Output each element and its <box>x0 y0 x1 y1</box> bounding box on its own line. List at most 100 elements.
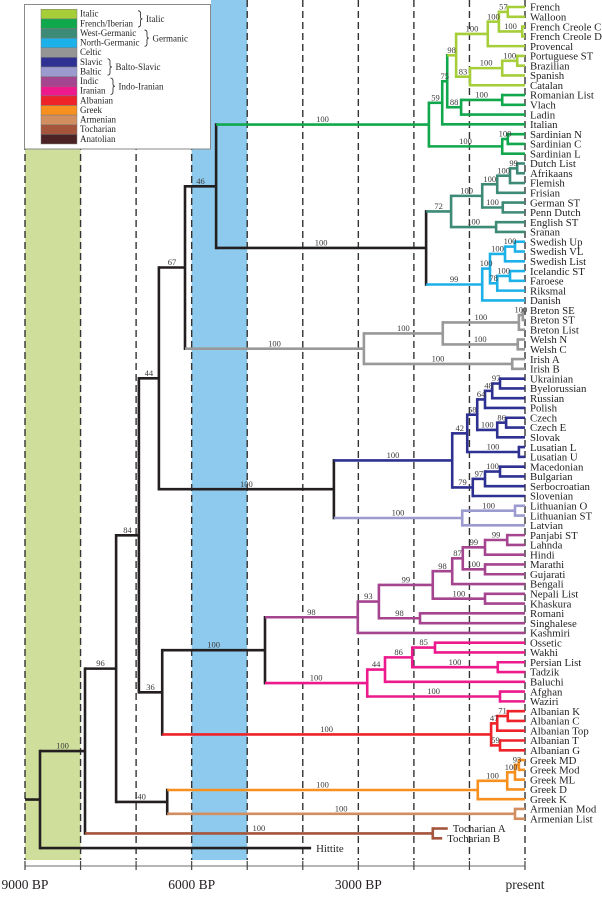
leaf-label: Persian List <box>530 657 581 669</box>
leaf-label: Latvian <box>530 520 564 532</box>
leaf-label: Ladin <box>530 109 556 121</box>
support-label: 86 <box>394 647 403 657</box>
legend-swatch <box>40 28 78 39</box>
support-label: 100 <box>486 461 499 471</box>
support-label: 99 <box>470 537 479 547</box>
support-label: 100 <box>253 823 266 833</box>
support-label: 100 <box>497 165 510 175</box>
support-label: 100 <box>497 266 510 276</box>
leaf-label: Sardinian N <box>530 129 582 141</box>
support-label: 100 <box>480 58 493 68</box>
axis-tick-label: 9000 BP <box>2 877 49 892</box>
legend-label: North-Germanic <box>80 38 139 48</box>
axis-tick-label: 6000 BP <box>168 877 215 892</box>
legend: ItalicFrench/IberianWest-GermanicNorth-G… <box>20 0 211 150</box>
leaf-label: Panjabi ST <box>530 530 578 542</box>
support-label: 100 <box>207 640 220 650</box>
legend-label: Iranian <box>80 86 106 96</box>
legend-groups: Italic Germanic Balto-Slavic Indo-Iranian <box>107 10 188 95</box>
leaf-label: Czech E <box>530 422 567 434</box>
support-label: 100 <box>483 174 496 184</box>
leaf-label: Breton SE <box>530 305 575 317</box>
support-label: 100 <box>387 450 400 460</box>
leaf-label: Sardinian L <box>530 148 581 160</box>
support-label: 100 <box>56 741 69 751</box>
leaf-label: Armenian List <box>530 813 593 825</box>
support-label: 48 <box>484 380 493 390</box>
time-axis: 9000 BP 6000 BP 3000 BP present <box>2 861 545 892</box>
leaf-label: Sardinian C <box>530 139 581 151</box>
legend-label: Anatolian <box>80 134 116 144</box>
leaf-label: Breton List <box>530 324 579 336</box>
leaf-label: Czech <box>530 412 558 424</box>
leaf-label: Afrikaans <box>530 168 573 180</box>
support-label: 100 <box>392 508 405 518</box>
leaf-label: Bulgarian <box>530 471 573 483</box>
axis-tick-label: 3000 BP <box>335 877 382 892</box>
leaf-label: Lusatian U <box>530 452 578 464</box>
support-label: 99 <box>509 158 518 168</box>
leaf-label: French <box>530 2 561 14</box>
support-label: 100 <box>514 305 527 315</box>
leaf-label: Baluchi <box>530 677 564 689</box>
support-label: 97 <box>492 373 501 383</box>
legend-swatch <box>40 86 78 97</box>
leaf-label: Lithuanian ST <box>530 510 592 522</box>
support-label: 100 <box>397 323 410 333</box>
legend-swatch <box>40 18 78 29</box>
support-label: 100 <box>316 780 329 790</box>
support-label: 100 <box>335 803 348 813</box>
leaf-label: Swedish VL <box>530 246 584 258</box>
leaf-label: Wakhi <box>530 647 558 659</box>
leaf-label: Welsh C <box>530 344 567 356</box>
leaf-label: Lithuanian O <box>530 500 587 512</box>
leaf-label: Catalan <box>530 80 564 92</box>
support-label: 42 <box>455 423 464 433</box>
support-label: 57 <box>499 1 508 11</box>
leaf-label: Swedish List <box>530 256 586 268</box>
leaf-label: Afghan <box>530 686 563 698</box>
legend-swatch <box>40 114 78 125</box>
leaf-label: Romanian List <box>530 90 594 102</box>
support-label: 100 <box>486 770 499 780</box>
support-label: 78 <box>489 273 498 283</box>
legend-label: Armenian <box>80 115 116 125</box>
support-label: 100 <box>505 762 518 772</box>
legend-label: French/Iberian <box>80 18 133 28</box>
leaf-label: Romani <box>530 608 564 620</box>
legend-brace-icon <box>107 58 113 76</box>
leaf-label: Tocharian B <box>447 833 500 845</box>
support-label: 59 <box>491 735 500 745</box>
leaf-label: Walloon <box>530 11 567 23</box>
support-label: 100 <box>268 338 281 348</box>
leaf-label: Khaskura <box>530 598 572 610</box>
leaf-label: Serbocroatian <box>530 481 591 493</box>
support-label: 99 <box>492 530 501 540</box>
support-label: 75 <box>440 71 449 81</box>
support-label: 97 <box>475 468 484 478</box>
leaf-label: Gujarati <box>530 569 565 581</box>
support-label: 100 <box>482 500 495 510</box>
legend-label: Tocharian <box>80 124 116 134</box>
support-label: 100 <box>474 334 487 344</box>
support-label: 93 <box>364 591 373 601</box>
legend-items: ItalicFrench/IberianWest-GermanicNorth-G… <box>40 9 139 145</box>
leaf-label: Spanish <box>530 70 565 82</box>
leaf-label: Armenian Mod <box>530 804 597 816</box>
support-label: 40 <box>137 792 146 802</box>
time-gridlines <box>24 0 526 860</box>
support-label: 100 <box>449 657 462 667</box>
support-label: 44 <box>145 368 154 378</box>
legend-swatch <box>40 105 78 116</box>
leaf-label: French Creole D <box>530 31 602 43</box>
legend-label: Slavic <box>80 57 103 67</box>
leaf-label: Provencal <box>530 41 573 53</box>
leaf-label: Ossetic <box>530 637 562 649</box>
legend-label: Greek <box>80 105 102 115</box>
leaf-label: Lahnda <box>530 540 563 552</box>
legend-group-label: Indo-Iranian <box>118 81 163 91</box>
support-label: 100 <box>240 479 253 489</box>
legend-swatch <box>40 76 78 87</box>
leaf-label: Slovak <box>530 432 561 444</box>
leaf-label: Marathi <box>530 559 564 571</box>
